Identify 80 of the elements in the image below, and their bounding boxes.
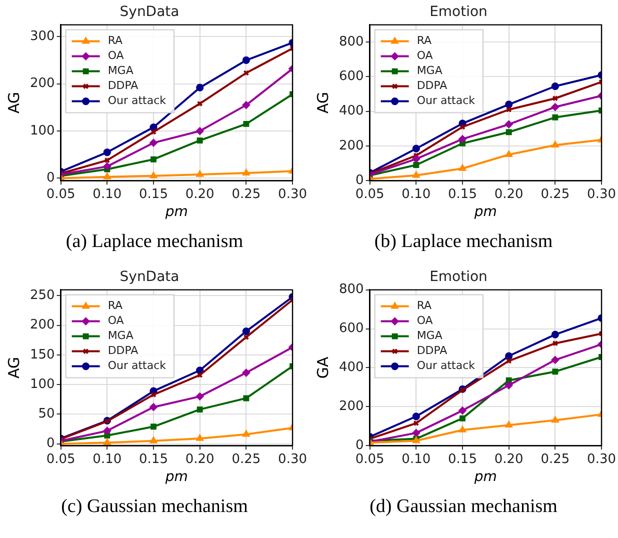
- x-axis-title: pm: [164, 469, 188, 486]
- legend-label: DDPA: [416, 344, 448, 358]
- x-tick-label: 0.10: [92, 186, 122, 202]
- chart-title: SynData: [120, 269, 180, 286]
- x-tick-label: 0.15: [139, 186, 168, 202]
- y-tick-label: 250: [30, 288, 55, 304]
- y-tick-label: 200: [338, 138, 364, 154]
- x-tick-label: 0.20: [494, 452, 524, 467]
- y-tick-label: 0: [356, 438, 364, 453]
- legend-label: OA: [416, 314, 434, 328]
- text: (d) Gaussian mechanism: [368, 496, 558, 518]
- x-tick-label: 0.20: [185, 186, 214, 202]
- x-axis-title: pm: [473, 469, 497, 486]
- y-tick-label: 800: [338, 282, 364, 298]
- y-axis-title: AG: [4, 92, 23, 114]
- y-axis-title: AG: [4, 356, 23, 379]
- y-tick-label: 50: [38, 406, 55, 422]
- y-tick-label: 200: [30, 318, 55, 333]
- x-tick-label: 0.25: [232, 452, 261, 467]
- y-tick-label: 0: [46, 436, 55, 452]
- legend-label: RA: [416, 299, 432, 312]
- legend-label: Our attack: [108, 359, 167, 372]
- legend-label: OA: [108, 314, 124, 328]
- x-tick-label: 0.25: [540, 452, 570, 467]
- x-axis-title: pm: [164, 204, 188, 220]
- legend-label: OA: [416, 49, 434, 62]
- x-tick-label: 0.05: [355, 452, 384, 467]
- x-tick-label: 0.05: [46, 186, 76, 202]
- x-tick-label: 0.10: [92, 452, 122, 467]
- legend-label: Our attack: [416, 359, 476, 372]
- x-tick-label: 0.30: [587, 186, 616, 202]
- y-tick-label: 100: [30, 123, 55, 138]
- x-tick-label: 0.25: [540, 186, 570, 202]
- y-tick-label: 600: [338, 69, 364, 84]
- y-tick-label: 300: [30, 28, 55, 44]
- text: (c) Gaussian mechanism: [60, 496, 249, 518]
- y-tick-label: 150: [30, 347, 55, 362]
- text: (a) Laplace mechanism: [64, 231, 244, 253]
- y-tick-label: 200: [30, 76, 55, 92]
- y-tick-label: 200: [338, 399, 364, 414]
- x-tick-label: 0.05: [355, 186, 384, 202]
- legend-label: OA: [108, 49, 124, 62]
- y-tick-label: 0: [46, 170, 55, 186]
- chart-title: Emotion: [430, 4, 488, 20]
- legend-label: DDPA: [416, 79, 448, 92]
- x-tick-label: 0.10: [402, 186, 431, 202]
- x-tick-label: 0.25: [232, 186, 261, 202]
- legend-label: Our attack: [416, 94, 476, 108]
- legend-label: MGA: [416, 329, 443, 342]
- x-tick-label: 0.15: [139, 452, 168, 467]
- chart-title: Emotion: [430, 269, 488, 286]
- legend-label: MGA: [416, 64, 443, 78]
- legend-label: DDPA: [108, 344, 139, 358]
- legend-label: RA: [416, 34, 432, 48]
- x-tick-label: 0.10: [402, 452, 431, 467]
- y-tick-label: 0: [356, 172, 364, 188]
- text: (b) Laplace mechanism: [373, 231, 554, 253]
- y-axis-title: AG: [314, 92, 332, 114]
- y-tick-label: 400: [338, 360, 364, 376]
- x-tick-label: 0.30: [278, 452, 308, 467]
- legend-label: MGA: [108, 64, 134, 78]
- x-tick-label: 0.15: [448, 452, 477, 467]
- y-tick-label: 600: [338, 321, 364, 336]
- y-tick-label: 400: [338, 104, 364, 119]
- x-tick-label: 0.30: [278, 186, 308, 202]
- x-tick-label: 0.20: [185, 452, 214, 467]
- chart-title: SynData: [120, 4, 180, 20]
- legend-label: Our attack: [108, 94, 167, 108]
- x-tick-label: 0.05: [46, 452, 76, 467]
- legend-label: RA: [108, 34, 124, 48]
- y-tick-label: 800: [338, 34, 364, 50]
- x-tick-label: 0.20: [494, 186, 524, 202]
- legend-label: RA: [108, 299, 124, 312]
- legend-label: DDPA: [108, 79, 139, 92]
- legend-label: MGA: [108, 329, 134, 342]
- y-tick-label: 100: [30, 376, 55, 392]
- x-tick-label: 0.15: [448, 186, 477, 202]
- x-tick-label: 0.30: [587, 452, 616, 467]
- x-axis-title: pm: [473, 204, 497, 220]
- y-axis-title: GA: [314, 356, 332, 379]
